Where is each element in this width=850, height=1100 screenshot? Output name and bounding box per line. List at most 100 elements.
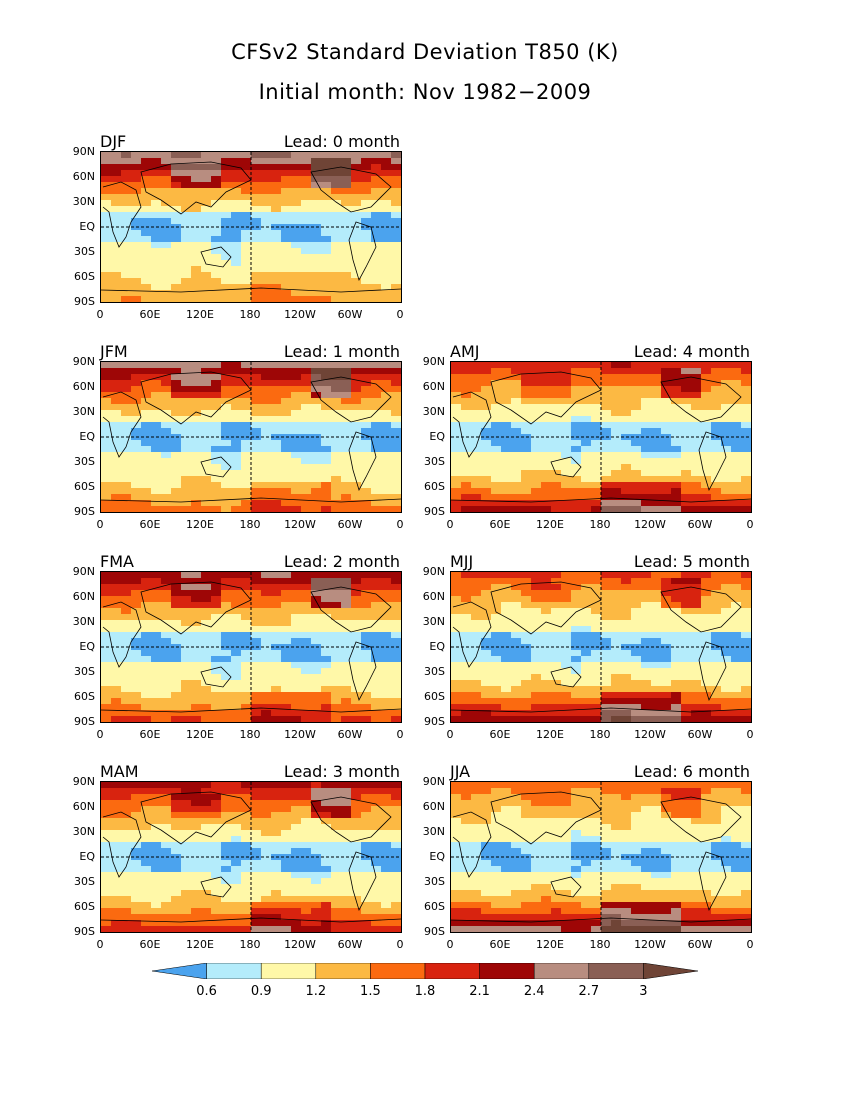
lon-tick-label: 0: [746, 518, 754, 531]
lat-tick-label: 30S: [74, 455, 95, 468]
panel-season-label: AMJ: [450, 342, 480, 361]
map-panel-mam: MAM Lead: 3 month 90N 60N 30N EQ 30S 60S 90S 0 60E…: [73, 762, 470, 973]
colorbar-swatch: [370, 963, 426, 979]
coastline: [140, 791, 252, 845]
coastline: [348, 641, 377, 702]
panel-season-label: FMA: [100, 552, 134, 571]
map-panel-mjj: MJJ Lead: 5 month 90N 60N 30N EQ 30S 60S 90S 0 60E…: [423, 552, 820, 763]
coastline: [550, 876, 582, 898]
map-panel-djf: DJF Lead: 0 month 90N 60N 30N EQ 30S 60S 90S 0 60E…: [73, 132, 470, 343]
coastline: [101, 497, 401, 503]
panel-lead-label: Lead: 3 month: [283, 762, 400, 781]
lon-tick-label: 0: [446, 728, 454, 741]
coastline: [452, 601, 492, 668]
lat-tick-label: 30N: [72, 615, 95, 628]
lon-tick-label: 60E: [139, 728, 161, 741]
lat-tick-label: 30S: [74, 245, 95, 258]
lon-tick-label: 60W: [687, 938, 713, 951]
coastline: [698, 641, 727, 702]
lat-tick-label: 60N: [72, 170, 95, 183]
lat-tick-label: 30N: [422, 615, 445, 628]
lon-tick-label: 60E: [139, 308, 161, 321]
coastline: [490, 581, 602, 635]
lat-tick-label: 60S: [74, 270, 95, 283]
lat-tick-label: EQ: [79, 640, 95, 653]
lon-tick-label: 120E: [186, 938, 214, 951]
lat-tick-label: 90S: [424, 925, 445, 938]
lon-tick-label: 120E: [186, 518, 214, 531]
lat-tick-label: EQ: [429, 640, 445, 653]
lon-tick-label: 120E: [186, 308, 214, 321]
coastline: [451, 707, 751, 713]
lon-tick-label: 0: [96, 308, 104, 321]
colorbar-tick-label: 1.5: [360, 984, 381, 999]
map-panel-fma: FMA Lead: 2 month 90N 60N 30N EQ 30S 60S 90S 0 60E…: [73, 552, 470, 763]
colorbar-tick-label: 0.6: [196, 984, 217, 999]
lat-tick-label: 30S: [424, 455, 445, 468]
coastline: [200, 246, 232, 268]
lon-tick-label: 120W: [284, 518, 316, 531]
lat-tick-label: 90N: [72, 775, 95, 788]
lat-tick-label: 60S: [424, 900, 445, 913]
coastline: [490, 371, 602, 425]
lon-tick-label: 0: [746, 938, 754, 951]
lat-tick-label: 30S: [74, 665, 95, 678]
coastline: [102, 181, 142, 248]
coastline: [452, 391, 492, 458]
lon-tick-label: 60E: [489, 518, 511, 531]
lat-tick-label: EQ: [79, 220, 95, 233]
figure-title: CFSv2 Standard Deviation T850 (K): [231, 40, 619, 64]
coastline: [698, 851, 727, 912]
coastline: [101, 707, 401, 713]
lon-tick-label: 0: [446, 518, 454, 531]
lon-tick-label: 60W: [337, 518, 363, 531]
panel-lead-label: Lead: 2 month: [283, 552, 400, 571]
coastline: [550, 456, 582, 478]
lat-tick-label: 90N: [422, 775, 445, 788]
lon-tick-label: 60W: [687, 518, 713, 531]
coastline: [310, 166, 392, 213]
lat-tick-label: 90S: [74, 925, 95, 938]
lon-tick-label: 0: [96, 728, 104, 741]
colorbar-swatch: [643, 963, 698, 979]
lon-tick-label: 60W: [337, 308, 363, 321]
colorbar-swatch: [315, 963, 371, 979]
coastline: [550, 666, 582, 688]
colorbar-tick-label: 2.4: [523, 984, 545, 999]
lon-tick-label: 120W: [634, 938, 666, 951]
lon-tick-label: 180: [239, 518, 261, 531]
lon-tick-label: 120W: [284, 938, 316, 951]
lon-tick-label: 0: [746, 728, 754, 741]
colorbar: [152, 963, 698, 979]
colorbar-swatch: [424, 963, 480, 979]
coastline: [490, 791, 602, 845]
lon-tick-label: 180: [239, 938, 261, 951]
panel-season-label: JJA: [450, 762, 471, 781]
coastline: [101, 917, 401, 923]
coastline: [102, 811, 142, 878]
figure-subtitle: Initial month: Nov 1982−2009: [258, 80, 592, 104]
global-map: [100, 151, 402, 303]
map-panel-jfm: JFM Lead: 1 month 90N 60N 30N EQ 30S 60S 90S 0 60E…: [73, 342, 470, 553]
lat-tick-label: 90N: [422, 355, 445, 368]
coastline: [140, 581, 252, 635]
lat-tick-label: 60N: [422, 800, 445, 813]
lat-tick-label: 60N: [72, 800, 95, 813]
lat-tick-label: 90S: [424, 505, 445, 518]
coastline: [348, 431, 377, 492]
colorbar-swatch: [479, 963, 535, 979]
lon-tick-label: 60E: [489, 938, 511, 951]
lon-tick-label: 60W: [337, 728, 363, 741]
lat-tick-label: 60N: [422, 380, 445, 393]
lat-tick-label: 60N: [72, 380, 95, 393]
coastline: [101, 287, 401, 293]
lon-tick-label: 180: [239, 308, 261, 321]
lat-tick-label: 60S: [74, 900, 95, 913]
lat-tick-label: 60N: [422, 590, 445, 603]
lat-tick-label: EQ: [79, 850, 95, 863]
colorbar-swatch: [152, 963, 207, 979]
coastline: [102, 601, 142, 668]
lat-tick-label: 60N: [72, 590, 95, 603]
global-map: [100, 361, 402, 513]
lon-tick-label: 180: [589, 518, 611, 531]
